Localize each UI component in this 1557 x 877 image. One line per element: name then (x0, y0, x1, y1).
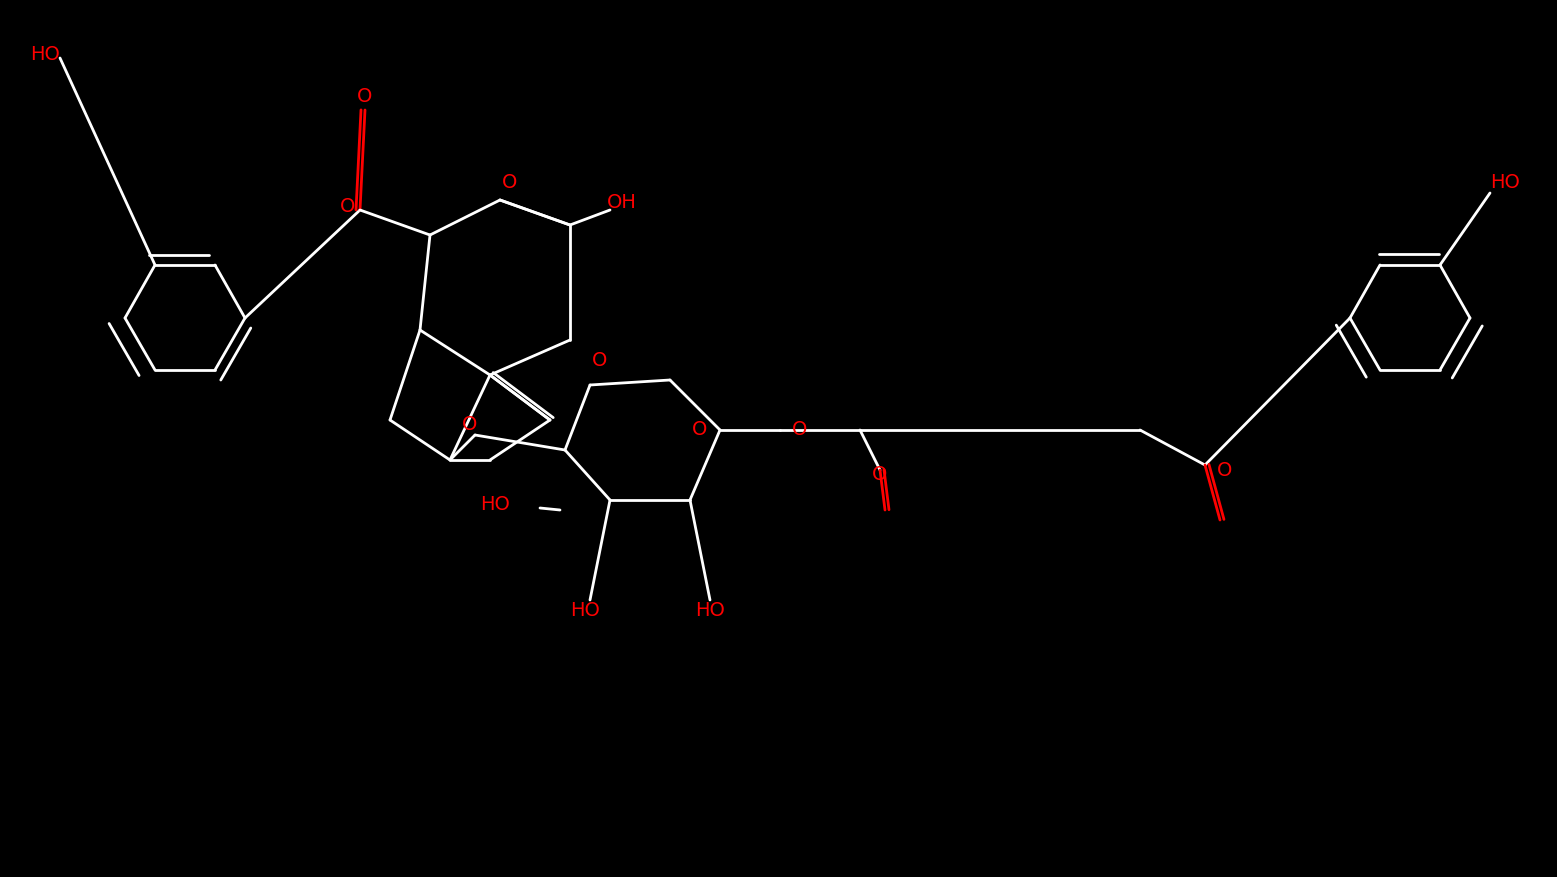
Text: OH: OH (607, 192, 637, 211)
Text: O: O (872, 466, 887, 484)
Text: O: O (1218, 460, 1233, 480)
Text: HO: HO (694, 601, 726, 619)
Text: O: O (503, 174, 517, 192)
Text: O: O (693, 420, 708, 439)
Text: O: O (357, 88, 372, 106)
Text: O: O (793, 420, 808, 439)
Text: HO: HO (570, 601, 599, 619)
Text: HO: HO (1490, 174, 1520, 192)
Text: O: O (462, 416, 478, 434)
Text: O: O (592, 351, 607, 369)
Text: HO: HO (30, 46, 59, 65)
Text: O: O (341, 197, 355, 217)
Text: HO: HO (480, 496, 509, 515)
